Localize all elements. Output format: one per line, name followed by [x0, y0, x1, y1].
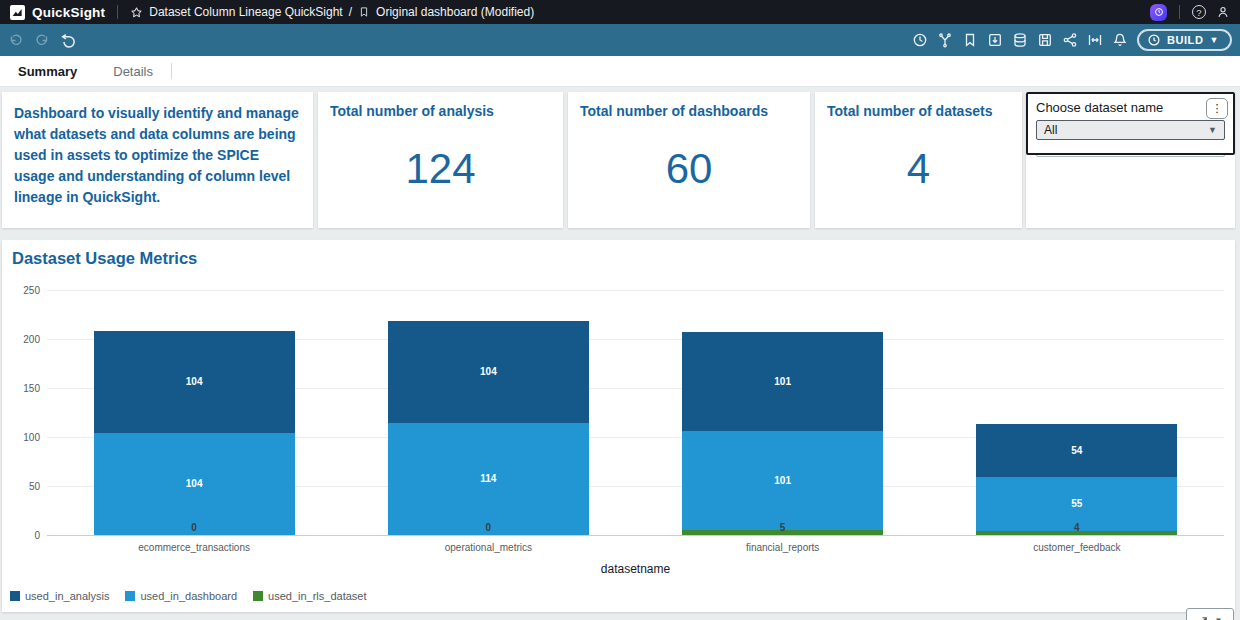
description-card: Dashboard to visually identify and manag…	[2, 92, 313, 228]
caret-down-icon: ▼	[1215, 616, 1223, 620]
bar-value-label: 104	[94, 376, 295, 387]
legend-swatch	[125, 591, 135, 601]
sheet-tab-bar: Summary Details	[0, 56, 1240, 87]
x-axis-title: datasetname	[536, 562, 736, 576]
thresholds-icon[interactable]	[937, 32, 953, 48]
kpi-card-dashboards[interactable]: Total number of dashboards 60	[568, 92, 810, 228]
bar-value-label: 114	[388, 473, 589, 484]
y-axis-tick-label: 0	[8, 530, 40, 541]
bar-value-label: 54	[976, 445, 1177, 456]
breadcrumb-current: Original dashboard (Modified)	[376, 5, 534, 19]
caret-down-icon: ▼	[1209, 36, 1219, 45]
kpi-value: 60	[568, 145, 810, 193]
dashboard-toolbar: BUILD ▼	[0, 24, 1240, 56]
legend-swatch	[253, 591, 263, 601]
kpi-value: 4	[815, 145, 1022, 193]
breadcrumb-separator: /	[349, 5, 352, 19]
bar-value-label: 55	[976, 498, 1177, 509]
kpi-value: 124	[318, 145, 563, 193]
help-icon[interactable]: ?	[1192, 5, 1206, 19]
tab-details-label: Details	[113, 64, 153, 79]
undo-icon[interactable]	[8, 32, 24, 48]
kebab-menu-icon[interactable]: ⋮	[1206, 98, 1228, 119]
bar-value-label-rls: 4	[976, 522, 1177, 533]
y-axis-tick-label: 100	[8, 432, 40, 443]
fit-width-icon[interactable]	[1087, 32, 1103, 48]
user-profile-icon[interactable]	[1216, 5, 1230, 19]
dataset-filter-control[interactable]: Choose dataset name ⋮ All ▼	[1026, 92, 1235, 155]
build-icon	[1147, 33, 1161, 47]
chart-card: Dastaset Usage Metrics 05010015020025010…	[2, 240, 1235, 612]
build-button-label: BUILD	[1167, 34, 1204, 46]
breadcrumb-dashboard-name[interactable]: Dataset Column Lineage QuickSight	[149, 5, 342, 19]
bar-value-label: 101	[682, 376, 883, 387]
kpi-card-datasets[interactable]: Total number of datasets 4	[815, 92, 1022, 228]
bar-value-label: 101	[682, 475, 883, 486]
save-as-icon[interactable]	[1037, 32, 1053, 48]
chart-title: Dastaset Usage Metrics	[2, 240, 1235, 268]
y-axis-tick-label: 250	[8, 285, 40, 296]
y-axis-tick-label: 50	[8, 481, 40, 492]
bar-value-label-rls: 0	[388, 522, 589, 533]
bar-value-label: 104	[388, 366, 589, 377]
tab-divider	[171, 63, 172, 79]
arrow-up-right-icon	[1198, 615, 1209, 620]
y-axis-tick-label: 150	[8, 383, 40, 394]
tab-summary-label: Summary	[18, 64, 77, 79]
bookmark-outline-icon	[358, 6, 370, 18]
notifications-bell-icon[interactable]	[1112, 32, 1128, 48]
x-axis-category-label: operational_metrics	[368, 542, 608, 553]
topbar-divider	[1179, 5, 1180, 19]
bookmark-icon[interactable]	[962, 32, 978, 48]
bar-value-label: 104	[94, 478, 295, 489]
quicksight-dashboard-page: QuickSight Dataset Column Lineage QuickS…	[0, 0, 1240, 620]
build-button[interactable]: BUILD ▼	[1137, 29, 1232, 51]
y-axis-tick-label: 200	[8, 334, 40, 345]
x-axis-category-label: ecommerce_transactions	[74, 542, 314, 553]
x-axis-category-label: financial_reports	[663, 542, 903, 553]
legend-label: used_in_analysis	[25, 590, 109, 602]
quicksight-logo-icon[interactable]	[10, 5, 25, 20]
kpi-title: Total number of dashboards	[568, 92, 810, 119]
legend-item-used_in_analysis[interactable]: used_in_analysis	[10, 590, 109, 602]
top-app-bar: QuickSight Dataset Column Lineage QuickS…	[0, 0, 1240, 24]
gridline	[47, 290, 1224, 291]
stacked-bar-chart: Dastaset Usage Metrics 05010015020025010…	[2, 240, 1235, 612]
dataset-filter-value: All	[1044, 123, 1057, 137]
legend-swatch	[10, 591, 20, 601]
filter-panel: Choose dataset name ⋮ All ▼ Choose colum…	[1026, 92, 1235, 228]
reset-refresh-icon[interactable]	[60, 32, 77, 49]
datasets-icon[interactable]	[1012, 32, 1028, 48]
schedule-clock-icon[interactable]	[912, 32, 928, 48]
quicksight-q-icon[interactable]	[1150, 4, 1167, 21]
legend-item-used_in_rls_dataset[interactable]: used_in_rls_dataset	[253, 590, 366, 602]
gridline	[47, 535, 1224, 536]
x-axis-category-label: customer_feedback	[957, 542, 1197, 553]
tab-details[interactable]: Details	[95, 56, 171, 86]
tab-summary[interactable]: Summary	[0, 56, 95, 86]
legend-item-used_in_dashboard[interactable]: used_in_dashboard	[125, 590, 237, 602]
share-icon[interactable]	[1062, 32, 1078, 48]
chart-legend: used_in_analysis used_in_dashboard used_in…	[10, 590, 367, 602]
redo-icon[interactable]	[34, 32, 50, 48]
kpi-card-analysis[interactable]: Total number of analysis 124	[318, 92, 563, 228]
kpi-title: Total number of datasets	[815, 92, 1022, 119]
dashboard-description-text: Dashboard to visually identify and manag…	[14, 103, 301, 208]
legend-label: used_in_rls_dataset	[268, 590, 366, 602]
bar-value-label-rls: 0	[94, 522, 295, 533]
bar-value-label-rls: 5	[682, 522, 883, 533]
dataset-filter-dropdown[interactable]: All ▼	[1036, 120, 1225, 140]
visual-expand-button[interactable]: ▼	[1186, 608, 1234, 620]
export-icon[interactable]	[987, 32, 1003, 48]
legend-label: used_in_dashboard	[140, 590, 237, 602]
dataset-filter-label: Choose dataset name	[1036, 100, 1225, 115]
kpi-title: Total number of analysis	[318, 92, 563, 119]
brand-name[interactable]: QuickSight	[32, 5, 105, 20]
topbar-divider	[117, 5, 118, 19]
caret-down-icon: ▼	[1208, 125, 1217, 135]
star-icon[interactable]	[130, 6, 143, 19]
